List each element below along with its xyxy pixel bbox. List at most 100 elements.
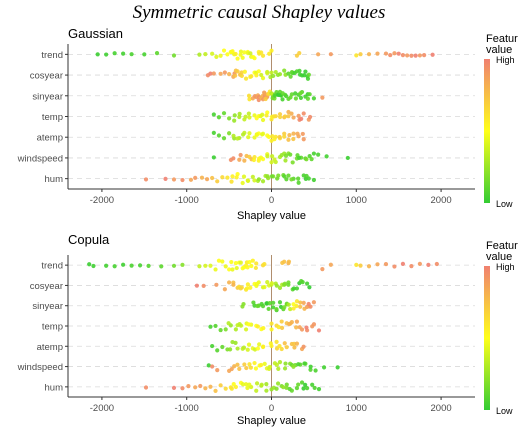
- data-point: [305, 386, 310, 391]
- data-point: [248, 365, 253, 370]
- data-point: [413, 53, 418, 58]
- data-point: [291, 306, 296, 311]
- data-point: [271, 114, 277, 119]
- data-point: [210, 364, 215, 369]
- data-point: [280, 260, 285, 265]
- data-point: [171, 53, 177, 58]
- data-point: [294, 286, 300, 291]
- data-point: [293, 91, 298, 96]
- data-point: [247, 259, 252, 265]
- data-point: [396, 51, 401, 56]
- data-point: [274, 362, 279, 367]
- data-point: [215, 179, 220, 184]
- data-point: [292, 345, 297, 350]
- data-point: [244, 286, 250, 291]
- data-point: [235, 362, 240, 367]
- data-point: [358, 263, 363, 268]
- data-point: [286, 173, 291, 178]
- data-point: [274, 339, 279, 344]
- data-point: [104, 52, 109, 57]
- x-tick-label: 2000: [431, 403, 452, 414]
- data-point: [249, 263, 254, 269]
- x-tick-label: 1000: [346, 403, 367, 414]
- data-point: [282, 134, 287, 139]
- data-point: [275, 176, 280, 181]
- data-point: [296, 176, 301, 181]
- data-point: [242, 50, 247, 55]
- data-point: [235, 56, 240, 61]
- panel-gaussian: Gaussian trend cosyear sinyear temp atemp wind…: [17, 26, 518, 222]
- data-point: [239, 70, 244, 75]
- data-point: [254, 73, 259, 78]
- data-point: [91, 263, 96, 269]
- data-point: [222, 70, 227, 75]
- data-point: [280, 91, 285, 96]
- data-point: [240, 180, 245, 186]
- data-point: [246, 322, 251, 327]
- data-point: [291, 286, 296, 291]
- data-point: [267, 301, 272, 306]
- y-tick-label: temp: [42, 112, 63, 123]
- data-point: [261, 344, 266, 349]
- legend-high-label: High: [496, 55, 515, 65]
- data-point: [272, 137, 277, 142]
- data-point: [194, 283, 199, 288]
- x-tick-label: -1000: [175, 195, 199, 206]
- data-point: [286, 114, 291, 119]
- data-point: [259, 72, 264, 78]
- data-point: [262, 261, 267, 267]
- data-point: [143, 385, 149, 390]
- data-point: [277, 300, 283, 305]
- data-point: [210, 343, 215, 349]
- data-point: [291, 136, 296, 142]
- data-point: [308, 367, 313, 372]
- data-point: [223, 386, 228, 391]
- data-point: [218, 327, 223, 333]
- data-point: [261, 326, 266, 331]
- data-point: [272, 93, 277, 98]
- data-point: [366, 52, 372, 57]
- data-point: [221, 136, 227, 141]
- data-point: [215, 348, 220, 353]
- data-point: [304, 325, 309, 330]
- data-point: [260, 53, 266, 58]
- data-point: [274, 283, 279, 288]
- data-point: [313, 368, 318, 373]
- data-point: [283, 153, 289, 158]
- data-point: [296, 113, 301, 118]
- data-point: [227, 72, 232, 77]
- data-point: [238, 49, 244, 54]
- x-tick-label: 0: [269, 195, 274, 206]
- data-point: [300, 280, 305, 285]
- data-point: [235, 346, 240, 351]
- data-point: [417, 261, 422, 266]
- panel-copula: Copula trend cosyear sinyear temp atemp windsp…: [17, 232, 518, 427]
- data-point: [269, 48, 274, 53]
- data-point: [383, 261, 389, 267]
- legend-title: Feature: [486, 33, 518, 45]
- data-point: [298, 91, 303, 96]
- data-point: [238, 286, 243, 291]
- data-point: [321, 365, 327, 370]
- data-point: [251, 157, 257, 163]
- data-point: [301, 344, 306, 349]
- data-point: [121, 262, 126, 267]
- data-point: [193, 175, 198, 180]
- data-point: [283, 93, 289, 99]
- data-point: [354, 53, 359, 58]
- data-point: [240, 55, 245, 60]
- data-point: [254, 381, 260, 386]
- data-point: [216, 115, 222, 120]
- data-point: [218, 71, 223, 76]
- data-point: [218, 53, 223, 58]
- data-point: [298, 300, 303, 305]
- x-tick-label: -2000: [90, 195, 114, 206]
- data-point: [241, 345, 247, 350]
- data-point: [206, 363, 211, 368]
- data-point: [309, 156, 314, 162]
- data-point: [254, 132, 260, 137]
- data-point: [277, 134, 282, 140]
- data-point: [232, 364, 237, 369]
- y-tick-label: cosyear: [30, 281, 63, 292]
- data-point: [299, 116, 304, 121]
